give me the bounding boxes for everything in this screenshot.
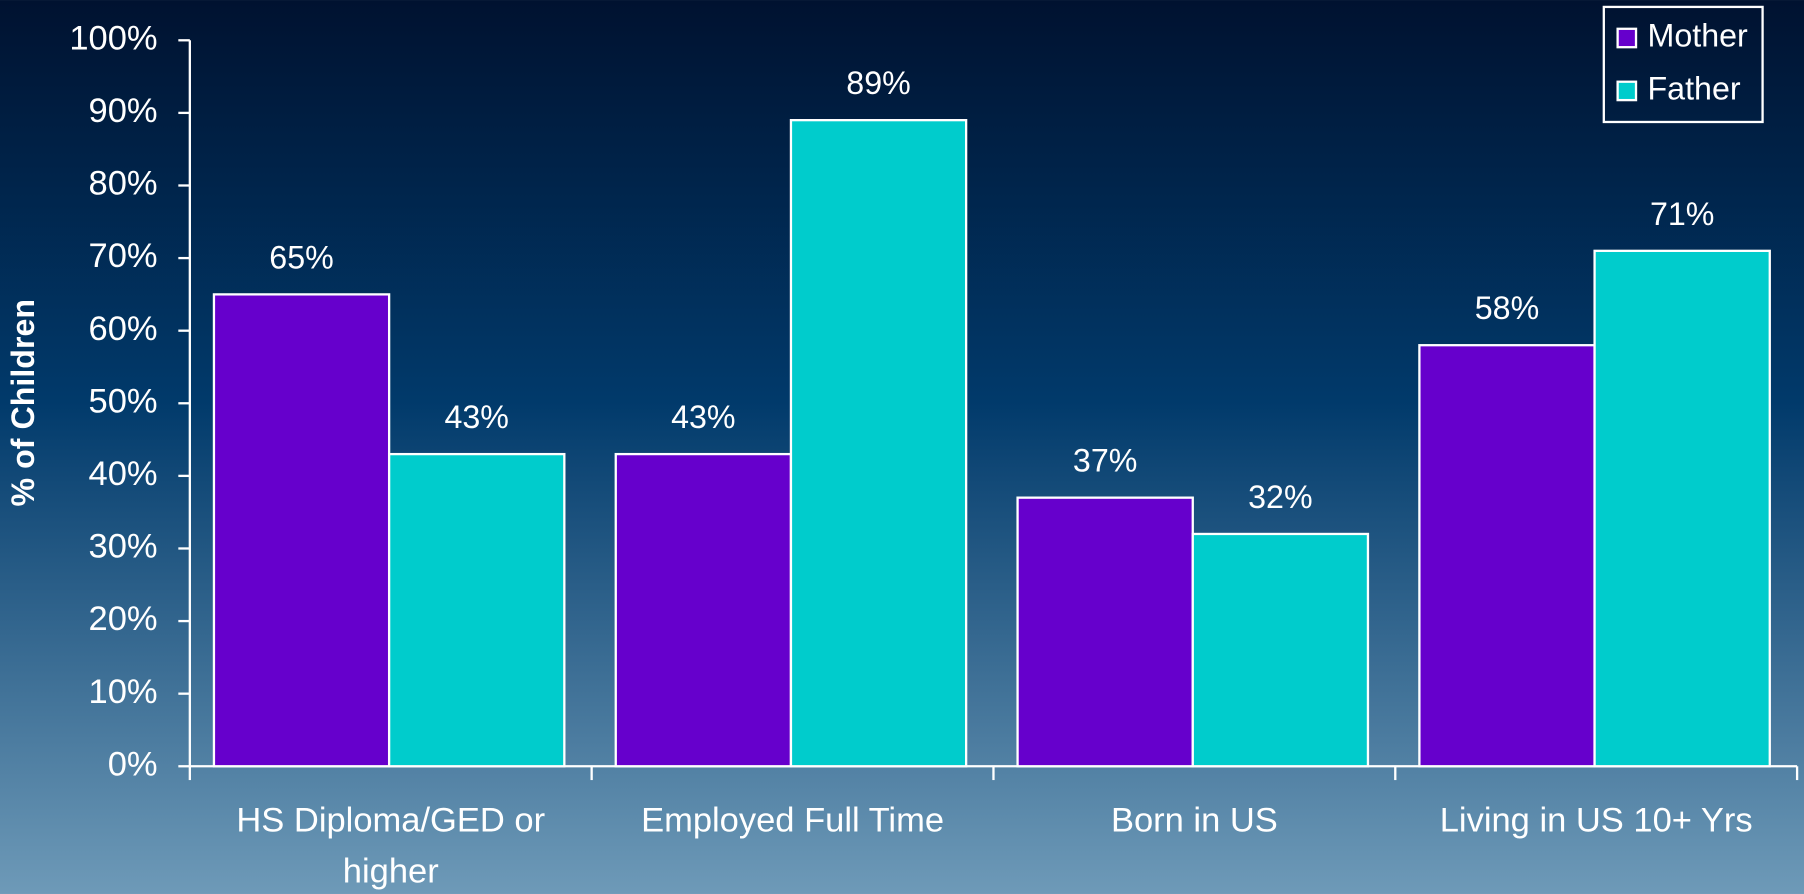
value-label: 65% <box>269 239 333 275</box>
value-label: 43% <box>671 399 735 435</box>
y-tick-label: 20% <box>89 600 158 638</box>
y-tick-label: 90% <box>89 92 158 130</box>
x-tick-label-line: HS Diploma/GED or <box>236 802 545 840</box>
bar <box>1418 344 1596 768</box>
value-label: 71% <box>1650 196 1714 232</box>
value-label: 43% <box>444 399 508 435</box>
y-tick-label: 100% <box>69 19 157 57</box>
x-tick-label: Born in US <box>1111 802 1278 840</box>
value-label: 89% <box>846 65 910 101</box>
legend-box <box>1602 5 1764 124</box>
bar <box>1191 532 1370 768</box>
y-axis-label: % of Children <box>5 299 41 507</box>
x-tick-label: HS Diploma/GED or higher <box>236 802 545 891</box>
y-tick-label: 40% <box>89 455 158 493</box>
bar <box>387 452 566 768</box>
value-label: 58% <box>1475 290 1539 326</box>
y-tick-label: 30% <box>89 528 158 566</box>
x-tick-label: Employed Full Time <box>641 802 944 840</box>
legend-swatch <box>1616 80 1638 102</box>
value-label: 32% <box>1248 479 1312 515</box>
bar <box>1016 496 1194 768</box>
bar <box>212 293 391 768</box>
legend-swatch <box>1616 27 1638 49</box>
y-tick-label: 60% <box>89 310 158 348</box>
x-tick-label-line: higher <box>343 852 439 890</box>
y-tick-label: 80% <box>89 165 158 203</box>
value-label: 37% <box>1073 443 1137 479</box>
y-tick-label: 50% <box>89 382 158 420</box>
y-tick-label: 70% <box>89 237 158 275</box>
legend-label: Mother <box>1648 18 1749 54</box>
legend-label: Father <box>1648 70 1741 106</box>
bar <box>789 119 968 768</box>
x-tick-label: Living in US 10+ Yrs <box>1440 802 1753 840</box>
y-tick-label: 0% <box>108 745 158 783</box>
bar <box>1593 249 1771 768</box>
y-tick-label: 10% <box>89 673 158 711</box>
bar <box>614 452 793 768</box>
